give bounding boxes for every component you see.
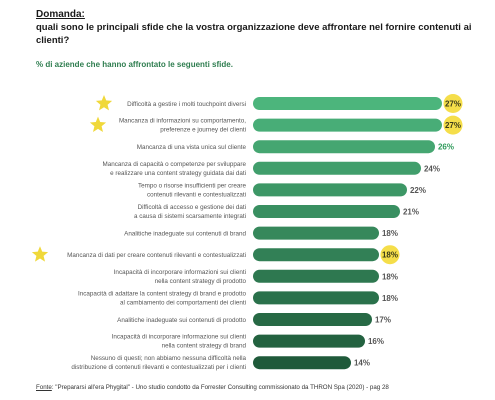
category-label: distribuzione di contenuti rilevanti e c… [71,364,246,371]
value-label: 17% [375,316,391,325]
question-text: quali sono le principali sfide che la vo… [36,22,472,46]
value-label: 22% [410,186,426,195]
bar [253,161,421,175]
category-label: Analitiche inadeguate sui contenuti di p… [117,317,246,324]
category-label: Tempo o risorse insufficienti per creare [138,182,247,189]
value-label: 18% [382,251,398,260]
question-header: Domanda: quali sono le principali sfide … [36,8,486,47]
category-label: nella content strategy di brand [162,343,247,350]
highlight-circle [380,245,400,265]
value-label: 27% [445,100,461,109]
category-label: Mancanza di dati per creare contenuti ri… [67,252,246,259]
chart-subtitle: % di aziende che hanno affrontato le seg… [36,60,233,69]
category-label: contenuti rilevanti e contestualizzati [147,191,246,198]
category-label: nella content strategy di prodotto [155,278,247,285]
category-label: Difficoltà di accesso e gestione dei dat… [138,204,246,211]
value-label: 18% [382,272,398,281]
star-icon [95,95,113,111]
category-label: Nessuno di questi; non abbiamo nessuna d… [91,355,247,362]
category-label: Mancanza di capacità o competenze per sv… [102,161,246,168]
source-text: : "Prepararsi all'era Phygital" - Uno st… [51,384,389,391]
category-label: a causa di sistemi scarsamente integrati [134,213,246,220]
category-label: Mancanza di informazioni su comportament… [119,118,246,125]
bar [253,356,351,370]
value-label: 21% [403,208,419,217]
source-label: Fonte [36,384,52,391]
bar [253,205,400,218]
bar [253,269,379,283]
bar [253,334,365,348]
category-label: Difficoltà a gestire i molti touchpoint … [127,101,246,108]
bar [253,97,442,110]
question-label: Domanda: [36,9,85,20]
bar [253,248,379,262]
bar [253,313,372,326]
category-label: Analitiche inadeguate sui contenuti di b… [124,231,246,238]
category-label: preferenze e journey dei clienti [160,127,246,134]
category-label: Incapacità di incorporare informazioni s… [114,269,246,276]
value-label: 18% [382,229,398,238]
value-label: 14% [354,359,370,368]
highlight-circle [443,94,463,113]
value-label: 26% [438,143,454,152]
value-label: 18% [382,294,398,303]
value-label: 27% [445,121,461,130]
bar [253,183,407,197]
value-label: 24% [424,164,440,173]
star-icon [31,246,49,262]
bar [253,118,442,132]
source-footer: Fonte: "Prepararsi all'era Phygital" - U… [36,384,389,391]
category-label: e realizzare una content strategy guidat… [110,170,246,177]
bar [253,291,379,305]
category-label: Incapacità di incorporare informazione s… [112,334,246,341]
category-label: Incapacità di adattare la content strate… [78,290,247,297]
star-icon [89,116,107,132]
highlight-circle [443,115,463,135]
bar [253,140,435,154]
value-label: 16% [368,337,384,346]
category-label: Mancanza di una vista unica sul cliente [137,144,247,151]
bar [253,226,379,240]
category-label: al cambiamento dei comportamenti dei cli… [120,299,246,306]
